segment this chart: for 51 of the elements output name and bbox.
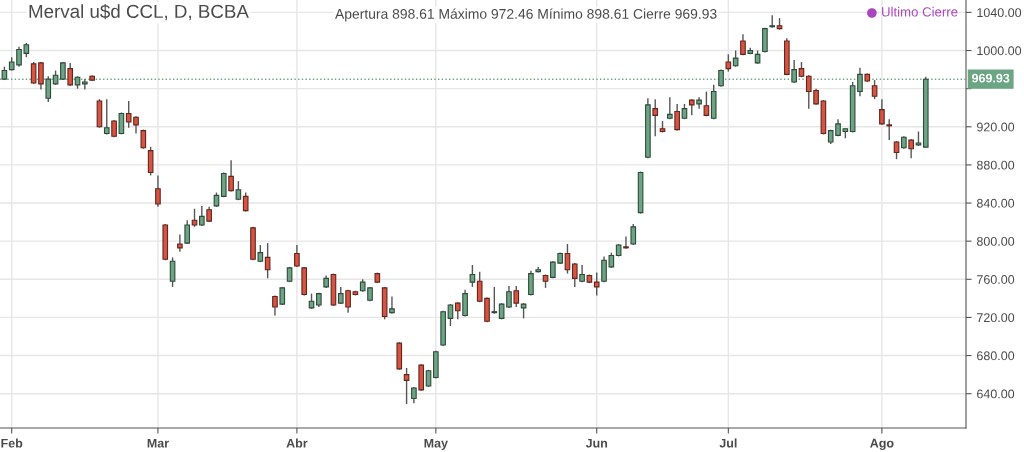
candlestick — [228, 159, 234, 193]
candlestick — [403, 367, 410, 405]
annotation: Apertura 898.61 Máximo 972.46 Mínimo 898.61 Cierre 969.93 — [335, 8, 717, 22]
x-tick-label: Feb — [1, 438, 23, 448]
candlestick — [528, 270, 534, 297]
candlestick — [491, 286, 498, 315]
candlestick — [462, 289, 468, 318]
y-tick-label: 880.00 — [976, 160, 1015, 170]
candlestick — [103, 98, 110, 136]
candlestick — [703, 90, 710, 117]
candlestick — [389, 295, 395, 315]
candlestick — [242, 191, 249, 213]
candlestick — [791, 59, 797, 84]
y-tick-label: 1040.00 — [977, 8, 1022, 18]
y-tick-label: 840.00 — [976, 198, 1015, 208]
x-tick-label: Abr — [286, 438, 308, 448]
candlestick — [199, 205, 205, 227]
candlestick — [593, 271, 600, 297]
y-tick-label: 920.00 — [977, 122, 1015, 132]
ref-line-label: 969.93 — [971, 73, 1010, 83]
candlestick — [893, 140, 900, 160]
candlestick — [447, 303, 454, 327]
candlestick — [630, 223, 637, 246]
candlestick — [191, 208, 198, 228]
y-tick-label: 1000.00 — [977, 46, 1022, 56]
chart-title: Merval u$d CCL, D, BCBA — [29, 3, 249, 21]
x-tick-label: Ago — [870, 438, 894, 451]
candlestick — [674, 103, 680, 132]
y-tick-label: 680.00 — [977, 351, 1015, 361]
candlestick — [571, 262, 578, 288]
y-tick-label: 760.00 — [977, 275, 1015, 284]
candlestick — [294, 244, 300, 268]
y-tick-label: 640.00 — [977, 389, 1015, 399]
y-tick-label: 720.00 — [977, 313, 1015, 323]
candlestick — [871, 79, 878, 100]
candlestick — [67, 62, 74, 87]
candlestick — [147, 146, 154, 177]
annotation: Ultimo Cierre — [882, 6, 958, 17]
candlestick — [177, 233, 183, 253]
candlestick — [652, 98, 659, 138]
candlestick — [469, 264, 476, 288]
x-tick-label: Mar — [147, 438, 169, 448]
x-tick-label: May — [424, 438, 448, 451]
x-tick-label: Jul — [719, 438, 737, 448]
x-tick-label: Jun — [585, 438, 608, 448]
candlestick — [513, 285, 520, 308]
candlestick — [908, 138, 914, 159]
candlestick — [264, 242, 271, 280]
candlestick — [623, 235, 629, 250]
y-tick-label: 800.00 — [976, 236, 1015, 246]
candlestick — [155, 174, 161, 208]
